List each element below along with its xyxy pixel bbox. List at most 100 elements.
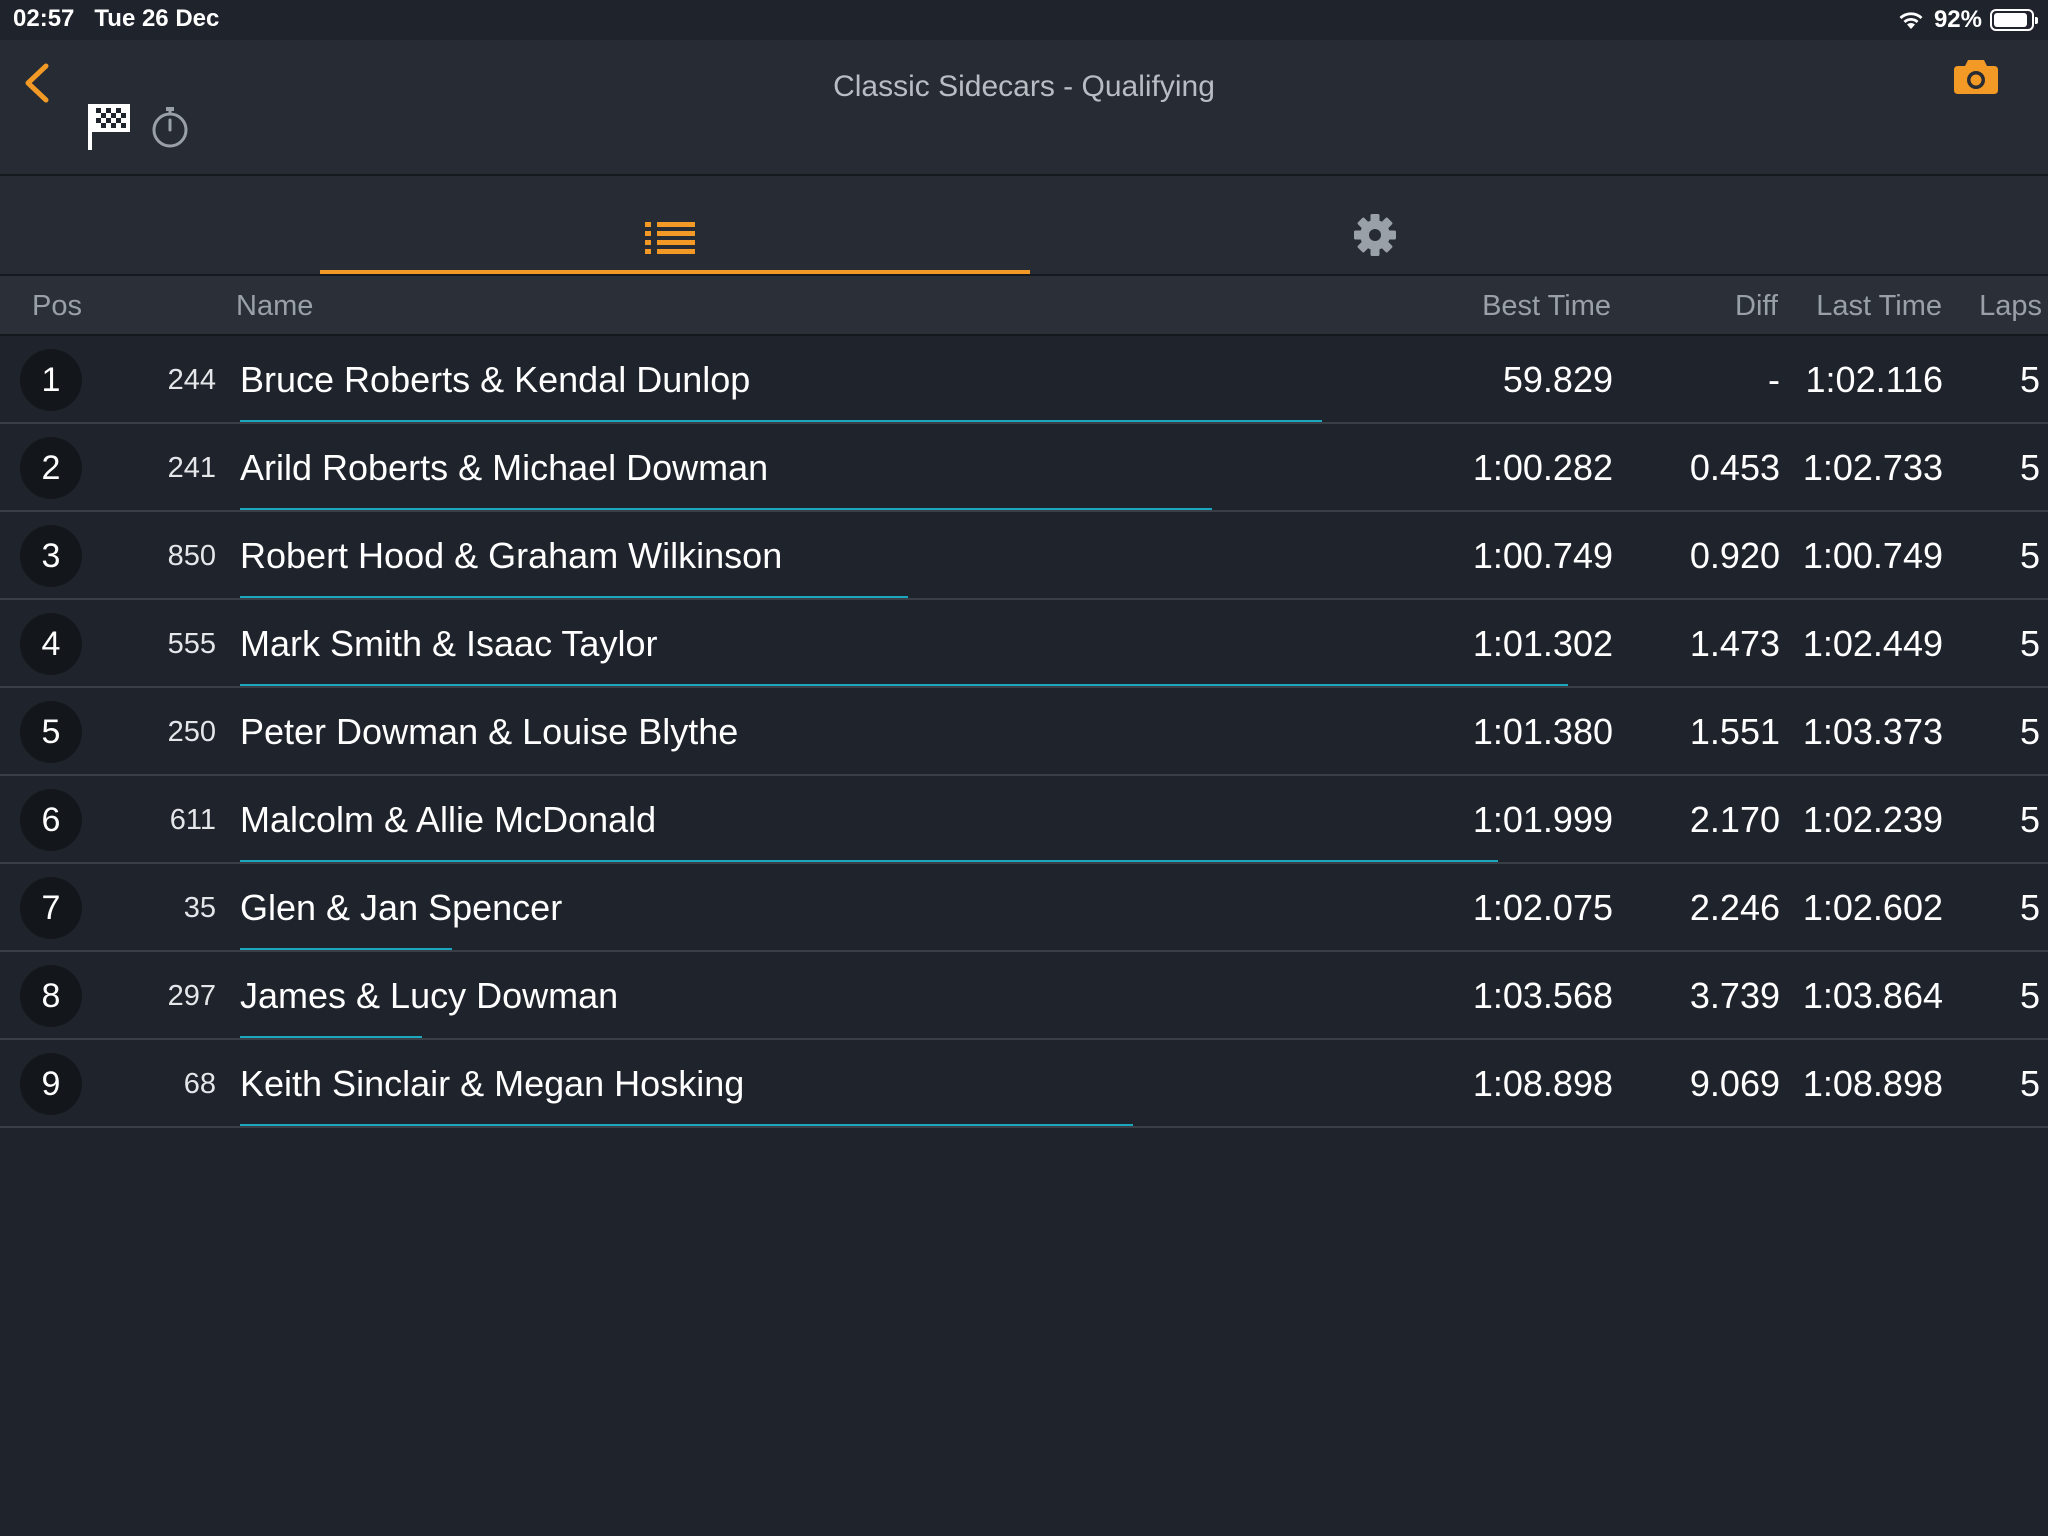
laps: 5 — [2019, 447, 2040, 488]
status-date: Tue 26 Dec — [94, 5, 220, 32]
race-number: 250 — [167, 716, 216, 748]
diff: 0.453 — [1689, 447, 1780, 488]
competitor-name: Arild Roberts & Michael Dowman — [240, 447, 769, 488]
lap-progress-bar — [240, 420, 1322, 422]
table-row[interactable]: 4 555 Mark Smith & Isaac Taylor 1:01.302… — [0, 600, 2048, 688]
nav-bar: Classic Sidecars - Qualifying — [0, 40, 2048, 176]
best-time: 1:01.302 — [1472, 623, 1613, 664]
header-diff[interactable]: Diff — [1735, 290, 1778, 322]
competitor-name: Malcolm & Allie McDonald — [240, 799, 657, 840]
competitor-name: Robert Hood & Graham Wilkinson — [240, 535, 783, 576]
stopwatch-icon[interactable] — [148, 102, 192, 152]
header-last-time[interactable]: Last Time — [1816, 290, 1942, 322]
laps: 5 — [2019, 711, 2040, 752]
best-time: 59.829 — [1502, 359, 1613, 400]
best-time: 1:00.282 — [1472, 447, 1613, 488]
position-badge: 8 — [20, 965, 82, 1027]
diff: 3.739 — [1689, 975, 1780, 1016]
position-badge: 6 — [20, 789, 82, 851]
camera-button[interactable] — [1952, 52, 2000, 100]
laps: 5 — [2019, 535, 2040, 576]
lap-progress-bar — [240, 508, 1212, 510]
competitor-name: Mark Smith & Isaac Taylor — [240, 623, 658, 664]
table-header: Pos Name Best Time Diff Last Time Laps — [0, 276, 2048, 336]
position-badge: 5 — [20, 701, 82, 763]
checkered-flag-icon[interactable] — [86, 100, 132, 152]
lap-progress — [240, 508, 2040, 510]
laps: 5 — [2019, 623, 2040, 664]
last-time: 1:08.898 — [1802, 1063, 1943, 1104]
race-number: 244 — [167, 364, 216, 396]
table-row[interactable]: 8 297 James & Lucy Dowman 1:03.568 3.739… — [0, 952, 2048, 1040]
header-best-time[interactable]: Best Time — [1482, 290, 1611, 322]
competitor-name: Glen & Jan Spencer — [240, 887, 563, 928]
race-number: 68 — [183, 1068, 216, 1100]
position-badge: 4 — [20, 613, 82, 675]
table-row[interactable]: 6 611 Malcolm & Allie McDonald 1:01.999 … — [0, 776, 2048, 864]
position-badge: 7 — [20, 877, 82, 939]
diff: 2.246 — [1689, 887, 1780, 928]
tab-bar — [0, 176, 2048, 276]
lap-progress-bar — [240, 860, 1499, 862]
competitor-name: James & Lucy Dowman — [240, 975, 619, 1016]
table-row[interactable]: 1 244 Bruce Roberts & Kendal Dunlop 59.8… — [0, 336, 2048, 424]
diff: 9.069 — [1689, 1063, 1780, 1104]
battery-icon — [1990, 9, 2038, 31]
last-time: 1:03.373 — [1802, 711, 1943, 752]
diff: 1.551 — [1689, 711, 1780, 752]
lap-progress — [240, 1124, 2040, 1126]
last-time: 1:02.116 — [1805, 359, 1943, 400]
lap-progress-bar — [240, 948, 453, 950]
table-row[interactable]: 7 35 Glen & Jan Spencer 1:02.075 2.246 1… — [0, 864, 2048, 952]
diff: 0.920 — [1689, 535, 1780, 576]
table-row[interactable]: 2 241 Arild Roberts & Michael Dowman 1:0… — [0, 424, 2048, 512]
header-laps[interactable]: Laps — [1979, 290, 2042, 322]
camera-icon — [1954, 60, 1998, 94]
laps: 5 — [2019, 975, 2040, 1016]
lap-progress-bar — [240, 1036, 422, 1038]
race-number: 241 — [167, 452, 216, 484]
back-button[interactable] — [14, 58, 60, 108]
race-number: 555 — [167, 628, 216, 660]
lap-progress — [240, 684, 2040, 686]
competitor-name: Bruce Roberts & Kendal Dunlop — [240, 359, 751, 400]
tab-list[interactable] — [320, 176, 1030, 274]
best-time: 1:00.749 — [1472, 535, 1613, 576]
lap-progress — [240, 420, 2040, 422]
table-row[interactable]: 9 68 Keith Sinclair & Megan Hosking 1:08… — [0, 1040, 2048, 1128]
competitor-name: Peter Dowman & Louise Blythe — [240, 711, 739, 752]
chevron-left-icon — [25, 63, 49, 103]
best-time: 1:08.898 — [1472, 1063, 1613, 1104]
wifi-icon — [1899, 12, 1923, 29]
laps: 5 — [2019, 359, 2040, 400]
last-time: 1:02.602 — [1802, 887, 1943, 928]
table-row[interactable]: 3 850 Robert Hood & Graham Wilkinson 1:0… — [0, 512, 2048, 600]
best-time: 1:01.999 — [1472, 799, 1613, 840]
diff: - — [1768, 359, 1780, 400]
position-badge: 2 — [20, 437, 82, 499]
lap-progress — [240, 596, 2040, 598]
battery-fill — [1994, 13, 2027, 27]
position-badge: 9 — [20, 1053, 82, 1115]
status-bar: 02:57 Tue 26 Dec 92% — [0, 0, 2048, 40]
header-pos[interactable]: Pos — [32, 290, 82, 322]
header-name[interactable]: Name — [236, 290, 314, 322]
table-row[interactable]: 5 250 Peter Dowman & Louise Blythe 1:01.… — [0, 688, 2048, 776]
results-list: 1 244 Bruce Roberts & Kendal Dunlop 59.8… — [0, 336, 2048, 1128]
lap-progress — [240, 860, 2040, 862]
tab-settings[interactable] — [1330, 176, 1420, 274]
diff: 1.473 — [1689, 623, 1780, 664]
lap-progress — [240, 1036, 2040, 1038]
gear-icon — [1354, 214, 1396, 256]
last-time: 1:00.749 — [1802, 535, 1943, 576]
race-number: 611 — [169, 804, 216, 836]
best-time: 1:02.075 — [1472, 887, 1613, 928]
list-icon — [645, 222, 695, 254]
race-number: 850 — [167, 540, 216, 572]
status-right: 92% — [1896, 5, 2038, 35]
active-tab-indicator — [320, 270, 1030, 274]
race-number: 35 — [183, 892, 216, 924]
lap-progress-bar — [240, 596, 908, 598]
page-title: Classic Sidecars - Qualifying — [833, 70, 1215, 103]
lap-progress-bar — [240, 1124, 1133, 1126]
